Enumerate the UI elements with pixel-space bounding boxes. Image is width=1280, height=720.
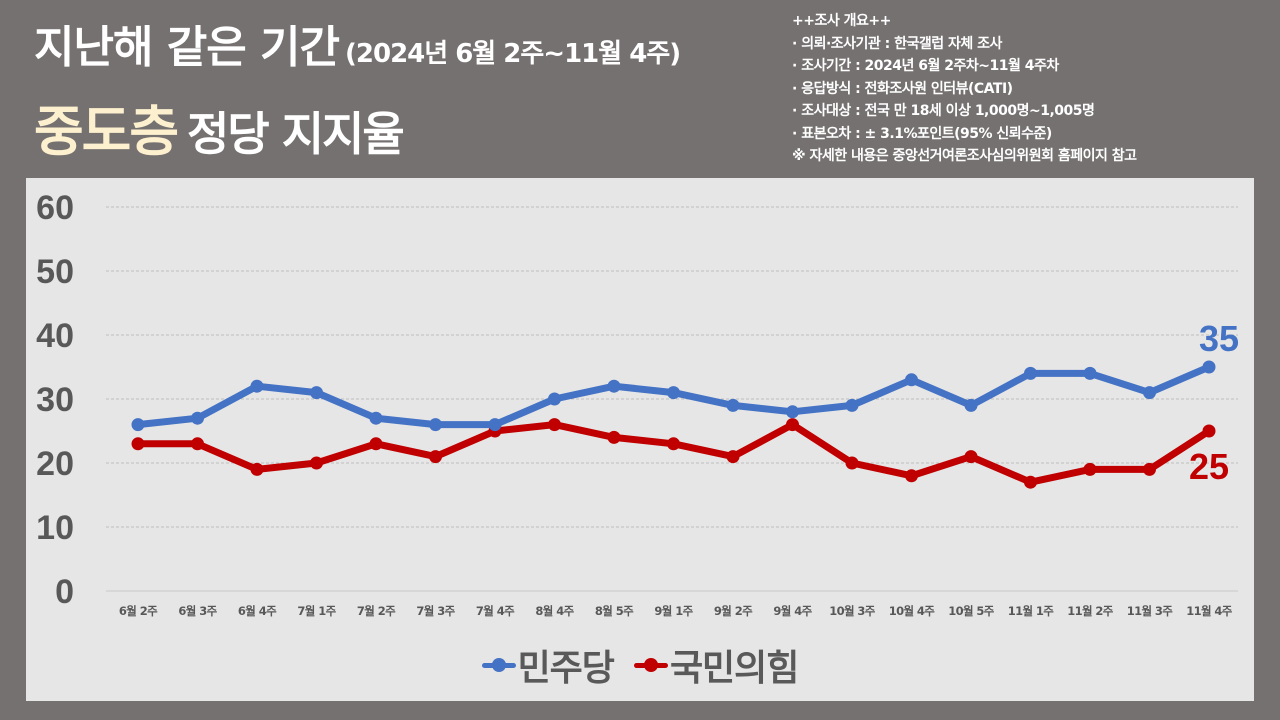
data-point-marker [726,398,740,412]
data-point-marker [131,418,145,432]
data-point-marker [1083,366,1097,380]
data-point-marker [905,373,918,387]
survey-info-line: · 조사기간 : 2024년 6월 2주차~11월 4주차 [792,58,1059,74]
x-tick-label: 7월 1주 [297,604,336,618]
x-tick-label: 11월 3주 [1127,604,1174,618]
data-point-marker [131,437,145,451]
chart-panel: 0 10 20 30 40 50 60 6월 2주 6월 3주 6월 4주 7월 1주 7월 2주 7월… [26,178,1254,701]
x-tick-label: 11월 1주 [1008,604,1055,618]
title-main: 지난해 같은 기간 [34,22,340,73]
x-tick-label: 11월 2주 [1067,604,1114,618]
legend-line-marker-icon [633,658,668,672]
x-tick-label: 9월 4주 [773,604,812,618]
survey-info-note: ※ 자세한 내용은 중앙선거여론조사심의위원회 홈페이지 참고 [792,148,1137,164]
legend-item-democratic: 민주당 [481,639,615,691]
legend-line-marker-icon [481,658,516,672]
x-tick-label: 8월 5주 [595,604,634,618]
data-point-marker [250,379,264,393]
data-point-marker [310,386,323,400]
x-tick-label: 9월 1주 [654,604,693,618]
data-point-marker [548,418,561,432]
data-point-marker [845,456,859,470]
y-tick-label: 0 [55,573,74,611]
subtitle-rest: 정당 지지율 [187,107,405,161]
line-chart: 0 10 20 30 40 50 60 6월 2주 6월 3주 6월 4주 7월 1주 7월 2주 7월… [36,189,1239,618]
legend-label: 민주당 [517,648,615,689]
data-point-marker [548,392,561,406]
x-tick-label: 9월 2주 [714,604,753,618]
y-tick-label: 40 [36,317,74,355]
data-point-marker [1202,424,1216,438]
series-line [134,421,1213,486]
page-subtitle: 중도층 정당 지지율 [34,96,405,170]
data-point-marker [905,469,918,483]
data-point-marker [845,398,859,412]
data-point-marker [667,386,680,400]
data-point-marker [1083,462,1097,476]
page-title: 지난해 같은 기간 (2024년 6월 2주~11월 4주) [34,20,681,82]
data-point-marker [786,418,799,432]
x-tick-label: 7월 4주 [476,604,515,618]
x-tick-label: 10월 4주 [889,604,936,618]
data-point-marker [191,437,204,451]
data-point-marker [369,437,383,451]
data-point-marker [964,450,978,464]
x-tick-label: 6월 3주 [178,604,217,618]
data-point-marker [191,411,204,425]
x-tick-label: 6월 2주 [119,604,158,618]
title-period: (2024년 6월 2주~11월 4주) [345,39,681,69]
x-tick-label: 11월 4주 [1186,604,1233,618]
chart-legend: 민주당 국민의힘 [26,640,1254,690]
y-tick-label: 10 [36,509,74,547]
end-value-label-ppp: 25 [1189,446,1229,487]
survey-info-line: · 응답방식 : 전화조사원 인터뷰(CATI) [792,80,1013,97]
survey-info-heading: ++조사 개요++ [792,13,891,29]
data-point-marker [667,437,680,451]
x-tick-label: 10월 3주 [829,604,876,618]
survey-info: ++조사 개요++ · 의뢰·조사기관 : 한국갤럽 자체 조사 · 조사기간 … [792,10,1137,168]
subtitle-highlight: 중도층 [34,100,179,163]
y-tick-label: 50 [36,253,74,291]
end-value-label-democratic: 35 [1199,318,1239,359]
data-point-marker [786,405,799,419]
data-point-marker [1024,366,1037,380]
x-tick-label: 7월 2주 [357,604,396,618]
x-tick-label: 7월 3주 [416,604,455,618]
data-point-marker [726,450,740,464]
data-point-marker [1143,462,1156,476]
x-tick-label: 10월 5주 [948,604,995,618]
legend-item-ppp: 국민의힘 [633,639,799,691]
survey-info-line: · 조사대상 : 전국 만 18세 이상 1,000명~1,005명 [792,103,1095,119]
y-tick-label: 60 [36,189,74,227]
x-tick-label: 8월 4주 [535,604,574,618]
data-point-marker [1143,386,1156,400]
y-tick-label: 20 [36,445,74,483]
legend-label: 국민의힘 [669,648,799,689]
data-point-marker [250,462,264,476]
data-point-marker [1024,475,1037,489]
data-point-marker [429,450,442,464]
data-point-marker [607,379,621,393]
survey-info-line: · 의뢰·조사기관 : 한국갤럽 자체 조사 [792,35,1002,52]
data-point-marker [607,430,621,444]
data-point-marker [1202,360,1216,374]
data-point-marker [310,456,323,470]
data-point-marker [369,411,383,425]
y-tick-label: 30 [36,381,74,419]
data-point-marker [964,398,978,412]
data-point-marker [488,418,502,432]
data-point-marker [429,418,442,432]
survey-info-line: · 표본오차 : ± 3.1%포인트(95% 신뢰수준) [792,125,1052,142]
x-tick-label: 6월 4주 [238,604,277,618]
